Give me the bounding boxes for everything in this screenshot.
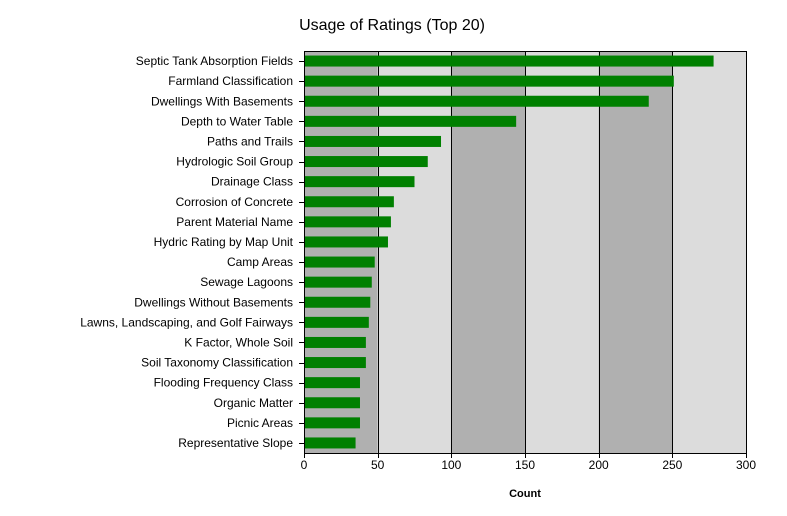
axes: [299, 51, 747, 454]
bar: [304, 75, 674, 87]
category-label: Corrosion of Concrete: [176, 195, 294, 209]
category-label: Hydrologic Soil Group: [176, 155, 293, 169]
category-label: Parent Material Name: [176, 215, 293, 229]
x-tick-label: 100: [441, 458, 461, 472]
bar: [304, 115, 517, 127]
category-label: K Factor, Whole Soil: [184, 335, 293, 349]
bar: [304, 316, 369, 328]
bar: [304, 196, 394, 208]
bar: [304, 55, 714, 67]
x-tick-label: 0: [301, 458, 308, 472]
bars: [304, 55, 714, 449]
bar: [304, 397, 360, 409]
category-label: Dwellings Without Basements: [134, 295, 293, 309]
category-label: Paths and Trails: [207, 134, 293, 148]
category-label: Representative Slope: [178, 436, 293, 450]
bar: [304, 236, 388, 248]
background-band: [672, 51, 746, 453]
category-label: Camp Areas: [227, 255, 293, 269]
category-label: Septic Tank Absorption Fields: [136, 54, 293, 68]
bar: [304, 256, 375, 268]
category-label: Lawns, Landscaping, and Golf Fairways: [80, 315, 293, 329]
bar: [304, 357, 366, 369]
plot-frame: [304, 51, 747, 454]
category-label: Flooding Frequency Class: [154, 376, 293, 390]
x-tick-label: 50: [371, 458, 385, 472]
bar: [304, 336, 366, 348]
background-band: [525, 51, 599, 453]
x-axis-label: Count: [509, 488, 541, 500]
category-label: Sewage Lagoons: [200, 275, 293, 289]
background-band: [598, 51, 673, 453]
x-tick-label: 150: [515, 458, 535, 472]
x-axis-ticks: 0 50 100 150 200 250 300: [301, 453, 756, 472]
category-label: Soil Taxonomy Classification: [141, 356, 293, 370]
x-tick-label: 250: [662, 458, 682, 472]
background-band: [304, 51, 378, 453]
category-label: Picnic Areas: [227, 416, 293, 430]
x-tick-label: 200: [589, 458, 609, 472]
bar: [304, 296, 371, 308]
chart-title: Usage of Ratings (Top 20): [299, 17, 485, 34]
category-label: Organic Matter: [214, 396, 293, 410]
category-label: Hydric Rating by Map Unit: [154, 235, 294, 249]
bar: [304, 135, 442, 147]
category-labels: Septic Tank Absorption Fields Farmland Cl…: [80, 54, 293, 450]
bar: [304, 417, 360, 429]
x-tick-label: 300: [736, 458, 756, 472]
bar: [304, 377, 360, 389]
bar: [304, 276, 372, 288]
bar: [304, 176, 415, 188]
background-band: [377, 51, 452, 453]
background-band: [451, 51, 525, 453]
bar: [304, 216, 391, 228]
category-label: Dwellings With Basements: [151, 94, 293, 108]
category-label: Drainage Class: [211, 175, 293, 189]
bar: [304, 95, 649, 107]
bar: [304, 156, 428, 168]
bar: [304, 437, 356, 449]
category-label: Depth to Water Table: [181, 114, 293, 128]
category-label: Farmland Classification: [168, 74, 293, 88]
